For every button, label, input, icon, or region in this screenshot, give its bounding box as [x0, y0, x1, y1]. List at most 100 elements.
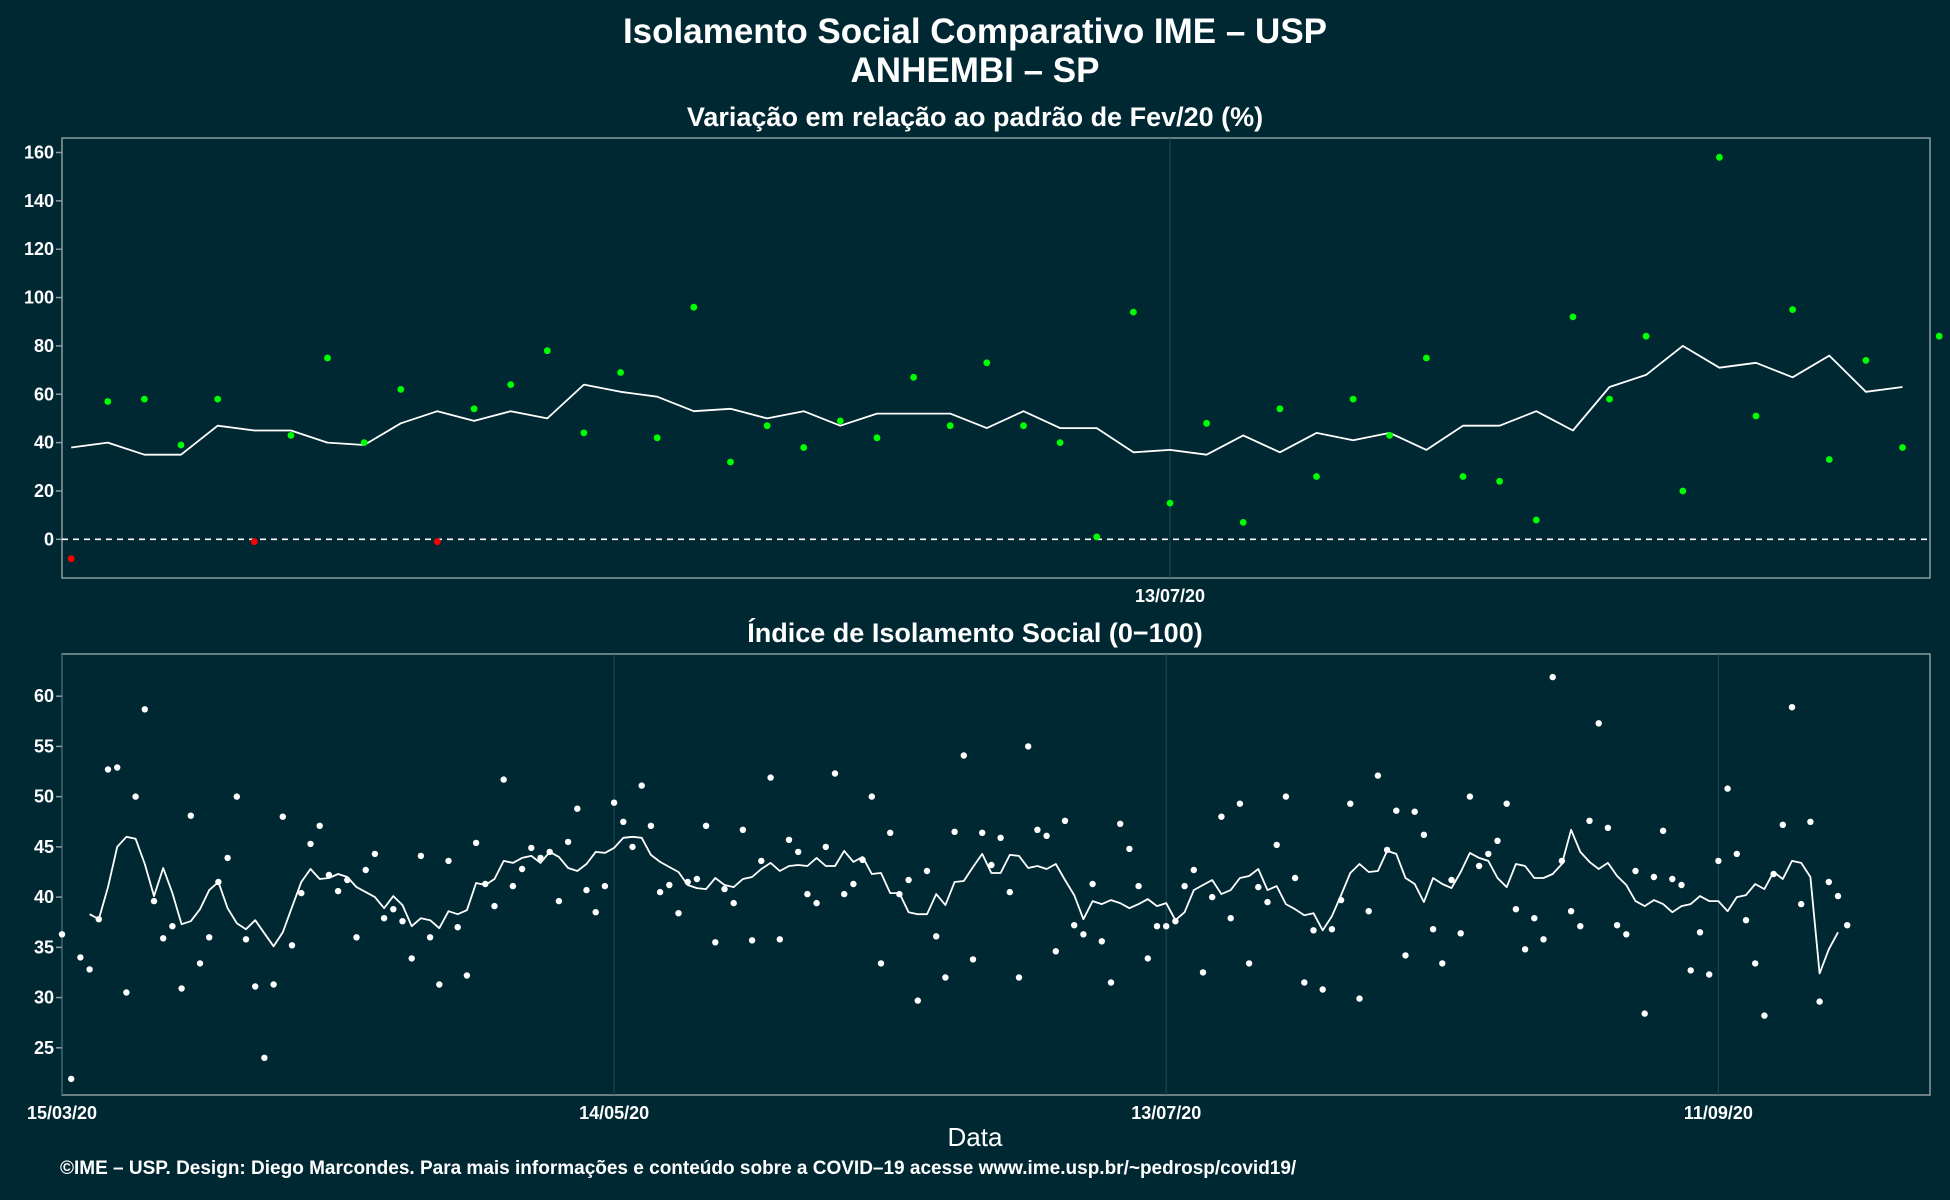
data-point: [868, 793, 875, 800]
data-point: [1163, 923, 1170, 930]
y-tick-label: 55: [34, 736, 54, 756]
data-point: [500, 776, 507, 783]
data-point: [1549, 673, 1556, 681]
data-point: [656, 888, 664, 896]
data-point: [324, 354, 331, 362]
data-point: [380, 915, 388, 922]
chart-title: Isolamento Social Comparativo IME – USP: [622, 12, 1328, 51]
y-tick-label: 35: [34, 937, 54, 957]
data-point: [325, 871, 333, 879]
data-point: [1043, 832, 1050, 839]
data-point: [287, 432, 295, 439]
x-tick-label: 15/03/20: [27, 1103, 97, 1123]
data-point: [417, 852, 425, 860]
data-point: [141, 395, 148, 403]
data-point: [580, 429, 588, 437]
data-point: [758, 857, 765, 865]
data-point: [454, 924, 461, 931]
data-point: [77, 954, 84, 961]
y-tick-label: 40: [34, 433, 54, 453]
data-point: [850, 880, 857, 888]
data-point: [1569, 313, 1577, 321]
data-point: [1862, 357, 1870, 364]
x-tick-label: 13/07/20: [1131, 1103, 1201, 1123]
data-point: [518, 865, 526, 873]
data-point: [1457, 930, 1464, 937]
data-point: [279, 813, 286, 820]
data-point: [841, 890, 848, 898]
data-point: [1301, 979, 1308, 986]
x-tick-label: 14/05/20: [579, 1103, 649, 1123]
data-point: [252, 983, 259, 990]
data-point: [1126, 845, 1133, 853]
panel1-average-line: [71, 344, 1903, 456]
y-tick-label: 25: [34, 1038, 54, 1058]
data-point: [224, 854, 231, 862]
data-point: [1411, 808, 1418, 815]
data-point: [1825, 456, 1833, 463]
data-point: [887, 829, 894, 836]
data-point: [1687, 967, 1694, 974]
data-point: [675, 910, 682, 917]
data-point: [445, 857, 452, 865]
data-point: [617, 369, 624, 376]
y-tick-label: 20: [34, 481, 54, 501]
data-point: [1153, 923, 1161, 930]
data-point: [1779, 821, 1787, 828]
data-point: [804, 890, 811, 898]
data-point: [261, 1054, 268, 1062]
data-point: [1328, 926, 1336, 933]
panel2-grid: [61, 654, 1719, 1095]
data-point: [1604, 824, 1612, 831]
data-point: [923, 867, 931, 875]
data-point: [1319, 986, 1326, 993]
data-point: [1093, 533, 1101, 541]
data-point: [242, 936, 250, 943]
x-tick-label: 13/07/20: [1135, 586, 1205, 606]
data-point: [610, 799, 618, 806]
data-point: [1356, 995, 1363, 1002]
data-point: [748, 937, 756, 944]
data-point: [270, 981, 277, 988]
data-point: [1475, 862, 1483, 870]
data-point: [795, 848, 802, 856]
data-point: [1310, 927, 1317, 934]
data-point: [1227, 915, 1234, 922]
data-point: [739, 826, 747, 833]
data-point: [1423, 354, 1430, 362]
data-point: [1807, 818, 1814, 825]
y-tick-label: 0: [44, 529, 54, 549]
data-point: [1567, 908, 1575, 915]
data-point: [653, 434, 661, 442]
data-point: [1742, 917, 1750, 924]
data-point: [800, 444, 808, 451]
y-tick-label: 80: [34, 336, 54, 356]
data-point: [946, 422, 954, 430]
data-point: [1282, 793, 1290, 800]
data-point: [1679, 487, 1687, 495]
data-point: [629, 843, 636, 851]
data-point: [1071, 922, 1078, 929]
data-point: [831, 770, 839, 777]
y-tick-label: 100: [24, 288, 54, 308]
panel1-points: [67, 153, 1943, 563]
data-point: [896, 890, 903, 898]
data-point: [1715, 857, 1722, 865]
y-tick-label: 40: [34, 887, 54, 907]
data-point: [397, 386, 405, 393]
data-point: [1056, 439, 1064, 446]
y-tick-label: 160: [24, 143, 54, 163]
data-point: [177, 441, 185, 449]
data-point: [776, 936, 783, 943]
data-point: [1144, 955, 1152, 962]
data-point: [399, 918, 406, 925]
data-point: [836, 417, 844, 425]
data-point: [214, 395, 222, 403]
data-point: [1117, 820, 1124, 827]
data-point: [1402, 952, 1409, 959]
data-point: [1558, 857, 1566, 865]
data-point: [1015, 974, 1023, 981]
data-point: [1623, 931, 1630, 938]
data-point: [1531, 915, 1538, 922]
